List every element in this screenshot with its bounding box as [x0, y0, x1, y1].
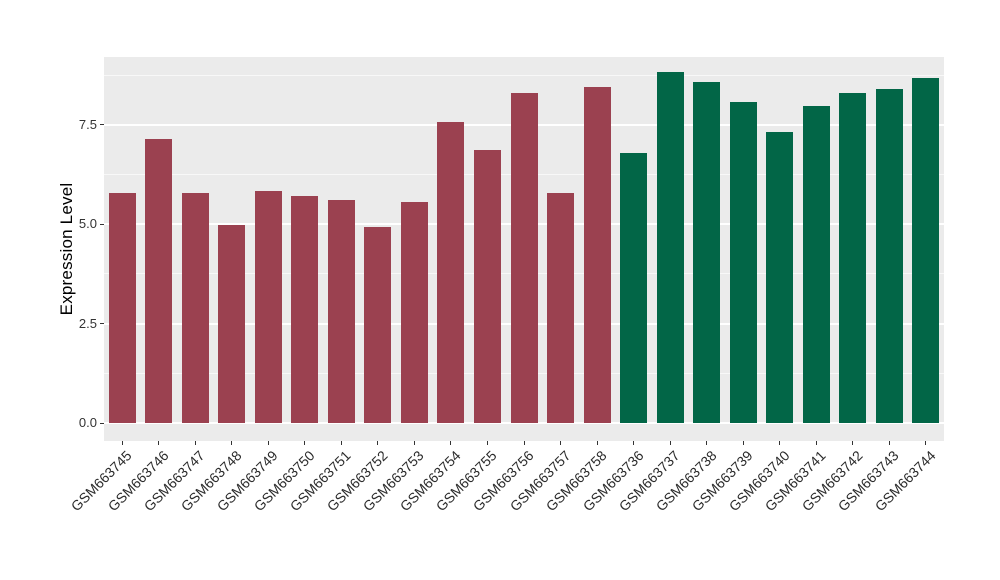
x-tick-mark — [852, 441, 854, 445]
y-tick-label: 2.5 — [78, 315, 97, 331]
x-tick-mark — [669, 441, 671, 445]
y-tick-mark — [100, 323, 104, 325]
bar-GSM663750 — [291, 195, 319, 423]
bar-GSM663747 — [181, 193, 209, 423]
y-tick-mark — [100, 124, 104, 126]
minor-gridline — [104, 74, 944, 76]
y-tick-mark — [100, 223, 104, 225]
x-tick-mark — [340, 441, 342, 445]
y-tick-label: 0.0 — [78, 415, 97, 430]
bar-GSM663738 — [693, 82, 721, 423]
bar-GSM663748 — [218, 225, 246, 423]
bar-GSM663737 — [656, 72, 684, 423]
x-tick-mark — [596, 441, 598, 445]
bar-GSM663742 — [839, 93, 867, 423]
bar-GSM663749 — [254, 190, 282, 423]
bar-GSM663756 — [510, 93, 538, 423]
x-tick-mark — [888, 441, 890, 445]
bar-GSM663752 — [364, 227, 392, 423]
bar-GSM663746 — [145, 138, 173, 423]
x-tick-mark — [815, 441, 817, 445]
bar-GSM663758 — [583, 87, 611, 423]
major-gridline — [104, 422, 944, 424]
y-tick-label: 5.0 — [78, 216, 97, 232]
x-tick-mark — [560, 441, 562, 445]
x-tick-mark — [779, 441, 781, 445]
plot-panel — [104, 57, 944, 441]
x-tick-mark — [377, 441, 379, 445]
x-tick-mark — [194, 441, 196, 445]
bar-GSM663753 — [400, 202, 428, 423]
x-tick-mark — [633, 441, 635, 445]
bar-GSM663755 — [473, 149, 501, 423]
bar-GSM663743 — [875, 89, 903, 423]
bar-GSM663741 — [802, 105, 830, 423]
x-tick-mark — [742, 441, 744, 445]
x-tick-mark — [158, 441, 160, 445]
bar-GSM663754 — [437, 121, 465, 423]
x-tick-mark — [231, 441, 233, 445]
x-tick-mark — [450, 441, 452, 445]
x-tick-mark — [413, 441, 415, 445]
bar-GSM663740 — [766, 131, 794, 423]
x-tick-mark — [706, 441, 708, 445]
bar-GSM663744 — [912, 78, 940, 423]
x-tick-mark — [267, 441, 269, 445]
bar-GSM663751 — [327, 200, 355, 423]
bar-GSM663745 — [108, 192, 136, 423]
bar-GSM663736 — [620, 152, 648, 423]
y-axis-title: Expression Level — [57, 182, 76, 316]
x-tick-mark — [304, 441, 306, 445]
bar-GSM663757 — [547, 192, 575, 423]
x-tick-mark — [925, 441, 927, 445]
x-tick-mark — [523, 441, 525, 445]
x-tick-mark — [486, 441, 488, 445]
y-tick-mark — [100, 422, 104, 424]
y-tick-label: 7.5 — [78, 116, 97, 132]
bar-GSM663739 — [729, 102, 757, 423]
x-tick-mark — [121, 441, 123, 445]
